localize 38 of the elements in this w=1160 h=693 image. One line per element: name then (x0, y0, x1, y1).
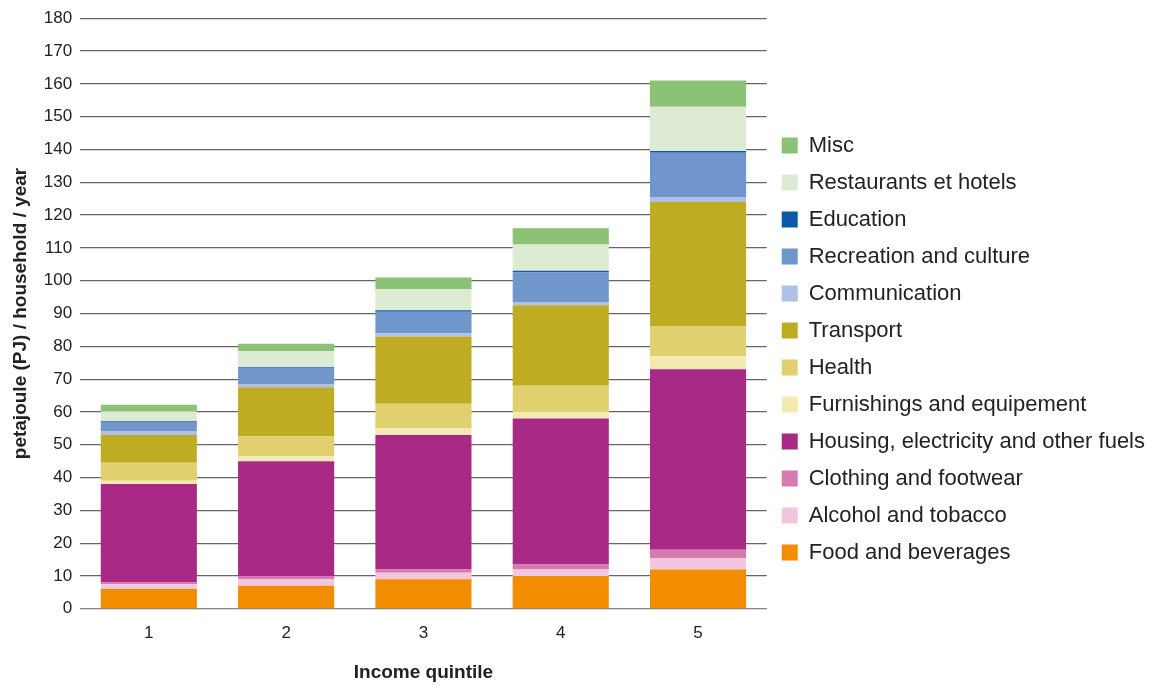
y-tick-label: 90 (53, 303, 73, 323)
x-tick-label: 2 (281, 622, 291, 642)
legend-label: Misc (808, 131, 854, 157)
legend-label: Communication (808, 279, 962, 305)
y-tick-label: 120 (43, 204, 73, 224)
legend-label: Transport (808, 316, 903, 342)
legend-label: Health (808, 353, 873, 379)
legend-label: Food and beverages (808, 538, 1011, 564)
y-axis-title: petajoule (PJ) / household / year (8, 167, 30, 460)
legend-label: Education (808, 205, 907, 231)
y-tick-label: 140 (43, 139, 73, 159)
y-tick-label: 40 (53, 467, 73, 487)
x-tick-label: 5 (693, 622, 703, 642)
y-tick-label: 180 (43, 7, 73, 27)
y-tick-label: 80 (53, 336, 73, 355)
x-axis-title: Income quintile (353, 660, 494, 682)
x-tick-label: 4 (556, 622, 566, 642)
x-tick-label: 3 (418, 622, 429, 642)
legend-label: Restaurants et hotels (808, 168, 1017, 194)
y-tick-label: 160 (43, 73, 73, 93)
x-tick-label: 1 (144, 622, 154, 642)
y-tick-label: 170 (43, 40, 73, 60)
legend-label: Alcohol and tobacco (808, 501, 1007, 527)
legend-label: Clothing and footwear (808, 464, 1023, 490)
y-tick-label: 110 (45, 237, 73, 257)
y-tick-label: 60 (53, 401, 73, 421)
legend-label: Furnishings and equipement (808, 390, 1087, 416)
y-tick-label: 100 (43, 270, 73, 290)
y-tick-label: 10 (53, 565, 73, 585)
y-tick-label: 150 (43, 106, 73, 126)
legend-label: Recreation and culture (808, 242, 1031, 268)
y-tick-label: 70 (53, 368, 73, 388)
y-tick-label: 50 (53, 434, 73, 454)
legend-label: Housing, electricity and other fuels (808, 427, 1146, 453)
y-tick-label: 20 (53, 532, 73, 552)
y-tick-label: 130 (43, 171, 73, 191)
y-tick-label: 30 (53, 500, 73, 520)
y-tick-label: 0 (62, 598, 73, 618)
